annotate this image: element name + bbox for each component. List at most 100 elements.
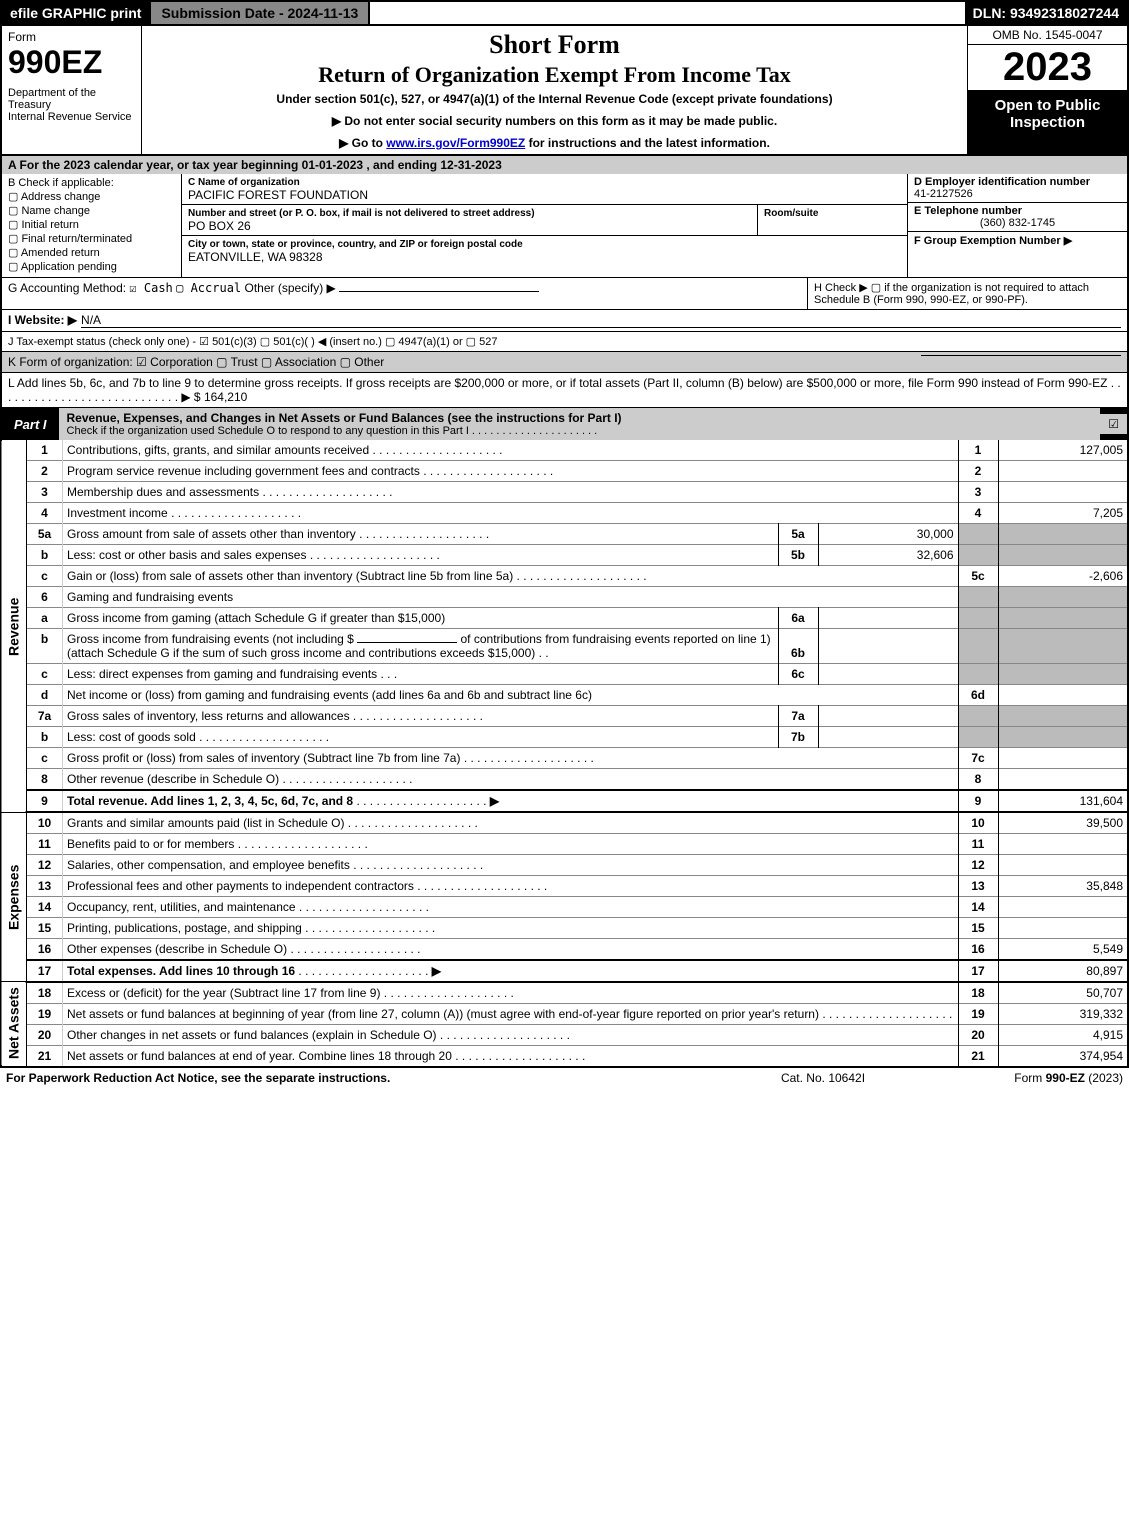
- l6-box-shade: [958, 587, 998, 608]
- chk-name-change[interactable]: ▢ Name change: [8, 204, 175, 217]
- l5a-desc: Gross amount from sale of assets other t…: [63, 524, 779, 545]
- footer-right-bold: 990-EZ: [1046, 1071, 1085, 1085]
- l16-val: 5,549: [998, 939, 1128, 961]
- room-cell: Room/suite: [757, 205, 907, 235]
- chk-amended-return[interactable]: ▢ Amended return: [8, 246, 175, 259]
- irs-link[interactable]: www.irs.gov/Form990EZ: [386, 136, 525, 150]
- l6a-sub: 6a: [778, 608, 818, 629]
- g-other-field[interactable]: [339, 291, 539, 292]
- form-meta-block: OMB No. 1545-0047 2023 Open to Public In…: [967, 26, 1127, 154]
- l12-desc: Salaries, other compensation, and employ…: [63, 855, 959, 876]
- l14-val: [998, 897, 1128, 918]
- l-content: L Add lines 5b, 6c, and 7b to line 9 to …: [8, 376, 1121, 404]
- l7b-desc: Less: cost of goods sold: [63, 727, 779, 748]
- g-accrual[interactable]: ▢ Accrual: [176, 281, 241, 295]
- row-h: H Check ▶ ▢ if the organization is not r…: [807, 278, 1127, 309]
- chk-address-change[interactable]: ▢ Address change: [8, 190, 175, 203]
- efile-label[interactable]: efile GRAPHIC print: [2, 2, 149, 24]
- l17-desc: Total expenses. Add lines 10 through 16 …: [63, 960, 959, 982]
- l9-val: 131,604: [998, 790, 1128, 812]
- part1-sub: Check if the organization used Schedule …: [67, 425, 1093, 437]
- l3-desc: Membership dues and assessments: [63, 482, 959, 503]
- k-content: K Form of organization: ☑ Corporation ▢ …: [8, 355, 921, 369]
- part1-title-text: Revenue, Expenses, and Changes in Net As…: [67, 411, 622, 425]
- meta-rows: G Accounting Method: ☑ Cash ▢ Accrual Ot…: [0, 278, 1129, 408]
- l21-num: 21: [27, 1046, 63, 1067]
- j-content: J Tax-exempt status (check only one) - ☑…: [8, 335, 1121, 348]
- chk-initial-return[interactable]: ▢ Initial return: [8, 218, 175, 231]
- l7b-sub: 7b: [778, 727, 818, 748]
- part1-checkbox[interactable]: ☑: [1100, 414, 1127, 434]
- l7b-subval: [818, 727, 958, 748]
- line-17: 17 Total expenses. Add lines 10 through …: [1, 960, 1128, 982]
- l9-num: 9: [27, 790, 63, 812]
- dept-label: Department of the Treasury Internal Reve…: [8, 87, 135, 123]
- addr-label: Number and street (or P. O. box, if mail…: [188, 208, 535, 219]
- l20-desc: Other changes in net assets or fund bala…: [63, 1025, 959, 1046]
- form-header: Form 990EZ Department of the Treasury In…: [0, 26, 1129, 156]
- row-i: I Website: ▶ N/A: [2, 310, 1127, 332]
- l2-desc: Program service revenue including govern…: [63, 461, 959, 482]
- l7c-num: c: [27, 748, 63, 769]
- l6d-num: d: [27, 685, 63, 706]
- subtitle: Under section 501(c), 527, or 4947(a)(1)…: [150, 92, 959, 106]
- line-14: 14 Occupancy, rent, utilities, and maint…: [1, 897, 1128, 918]
- l6c-box-shade: [958, 664, 998, 685]
- line-13: 13 Professional fees and other payments …: [1, 876, 1128, 897]
- part1-label: Part I: [2, 414, 59, 435]
- l5a-sub: 5a: [778, 524, 818, 545]
- l5c-val: -2,606: [998, 566, 1128, 587]
- l11-num: 11: [27, 834, 63, 855]
- line-5c: c Gain or (loss) from sale of assets oth…: [1, 566, 1128, 587]
- l1-box: 1: [958, 440, 998, 461]
- top-bar: efile GRAPHIC print Submission Date - 20…: [0, 0, 1129, 26]
- line-20: 20 Other changes in net assets or fund b…: [1, 1025, 1128, 1046]
- g-cash[interactable]: ☑ Cash: [129, 281, 172, 295]
- l4-desc: Investment income: [63, 503, 959, 524]
- l4-val: 7,205: [998, 503, 1128, 524]
- info-grid: B Check if applicable: ▢ Address change …: [0, 174, 1129, 278]
- topbar-spacer: [370, 2, 964, 24]
- footer-right: Form 990-EZ (2023): [923, 1071, 1123, 1085]
- chk-final-return[interactable]: ▢ Final return/terminated: [8, 232, 175, 245]
- l6b-blank[interactable]: [357, 642, 457, 643]
- l-text: L Add lines 5b, 6c, and 7b to line 9 to …: [8, 376, 1121, 404]
- footer-left: For Paperwork Reduction Act Notice, see …: [6, 1071, 723, 1085]
- l9-box: 9: [958, 790, 998, 812]
- l11-val: [998, 834, 1128, 855]
- chk-application-pending[interactable]: ▢ Application pending: [8, 260, 175, 273]
- k-other-field[interactable]: [921, 355, 1121, 356]
- group-exemption-label: F Group Exemption Number ▶: [914, 235, 1072, 247]
- l17-box: 17: [958, 960, 998, 982]
- goto-note: ▶ Go to www.irs.gov/Form990EZ for instru…: [150, 136, 959, 150]
- l11-desc: Benefits paid to or for members: [63, 834, 959, 855]
- omb-number: OMB No. 1545-0047: [968, 26, 1127, 45]
- line-19: 19 Net assets or fund balances at beginn…: [1, 1004, 1128, 1025]
- g-other[interactable]: Other (specify) ▶: [245, 281, 336, 295]
- l20-val: 4,915: [998, 1025, 1128, 1046]
- row-g: G Accounting Method: ☑ Cash ▢ Accrual Ot…: [2, 278, 807, 309]
- addr-row: Number and street (or P. O. box, if mail…: [182, 205, 907, 236]
- l7a-box-shade: [958, 706, 998, 727]
- l15-desc: Printing, publications, postage, and shi…: [63, 918, 959, 939]
- city-cell: City or town, state or province, country…: [182, 236, 907, 266]
- phone-cell: E Telephone number (360) 832-1745: [908, 203, 1127, 232]
- l12-num: 12: [27, 855, 63, 876]
- part1-header: Part I Revenue, Expenses, and Changes in…: [0, 408, 1129, 440]
- l6-num: 6: [27, 587, 63, 608]
- l7a-sub: 7a: [778, 706, 818, 727]
- l14-num: 14: [27, 897, 63, 918]
- form-word: Form: [8, 30, 135, 44]
- g-label: G Accounting Method:: [8, 281, 126, 295]
- l7c-desc: Gross profit or (loss) from sales of inv…: [63, 748, 959, 769]
- l13-val: 35,848: [998, 876, 1128, 897]
- l6b-box-shade: [958, 629, 998, 664]
- l10-num: 10: [27, 812, 63, 834]
- group-exemption-cell: F Group Exemption Number ▶: [908, 232, 1127, 249]
- room-label: Room/suite: [764, 208, 818, 219]
- l15-val: [998, 918, 1128, 939]
- org-name-cell: C Name of organization PACIFIC FOREST FO…: [182, 174, 907, 205]
- l13-num: 13: [27, 876, 63, 897]
- dln-label: DLN: 93492318027244: [965, 2, 1127, 24]
- l9-arrow: ▶: [490, 794, 499, 808]
